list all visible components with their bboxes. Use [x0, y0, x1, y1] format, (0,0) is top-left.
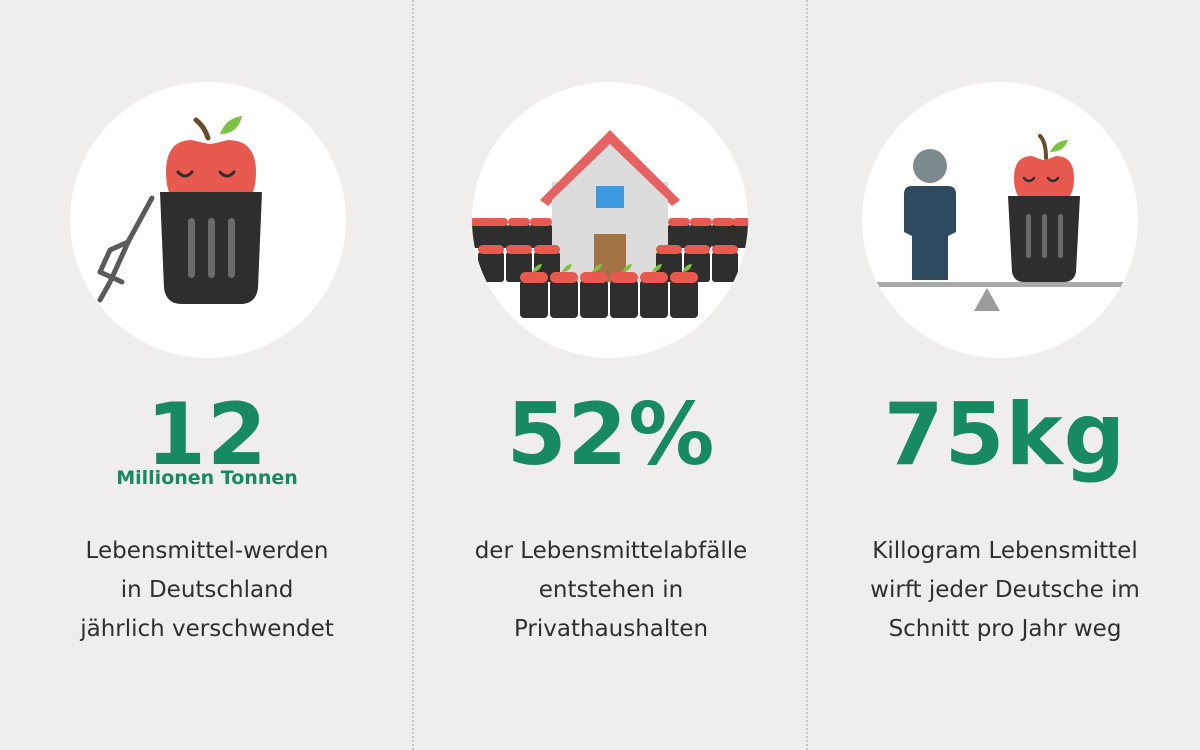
description-line: der Lebensmittelabfälle [474, 538, 748, 564]
person-vs-trash-can-balance-icon [872, 134, 1128, 311]
column-divider-left [412, 0, 414, 750]
stat-unit: Millionen Tonnen [116, 467, 298, 489]
stat-column-2: 52% der Lebensmittelabfälle entstehen in… [412, 0, 810, 750]
stat-description: Lebensmittel-werden in Deutschland jährl… [8, 532, 406, 649]
description-line: Privathaushalten [513, 616, 709, 642]
apple-in-trash-can-icon [97, 116, 262, 304]
stat-value: 52% [506, 385, 716, 485]
house-with-trash-cans-icon [472, 130, 748, 318]
description-line: wirft jeder Deutsche im [870, 577, 1140, 603]
stat-description: Killogram Lebensmittel wirft jeder Deuts… [806, 532, 1200, 649]
description-line: jährlich verschwendet [80, 616, 334, 642]
description-line: Lebensmittel-werden [85, 538, 329, 564]
column-divider-right [806, 0, 808, 750]
stat-column-1: 12 Millionen Tonnen Lebensmittel-werden … [8, 0, 406, 750]
icon-circle [862, 82, 1138, 358]
icon-circle [70, 82, 346, 358]
stat-column-3: 75kg Killogram Lebensmittel wirft jeder … [806, 0, 1200, 750]
description-line: Schnitt pro Jahr weg [888, 616, 1122, 642]
description-line: entstehen in [538, 577, 684, 603]
description-line: in Deutschland [120, 577, 294, 603]
description-line: Killogram Lebensmittel [872, 538, 1138, 564]
icon-circle [472, 82, 748, 358]
stat-value: 75kg [883, 385, 1127, 485]
stat-description: der Lebensmittelabfälle entstehen in Pri… [412, 532, 810, 649]
stat-value: 12 [146, 385, 268, 485]
